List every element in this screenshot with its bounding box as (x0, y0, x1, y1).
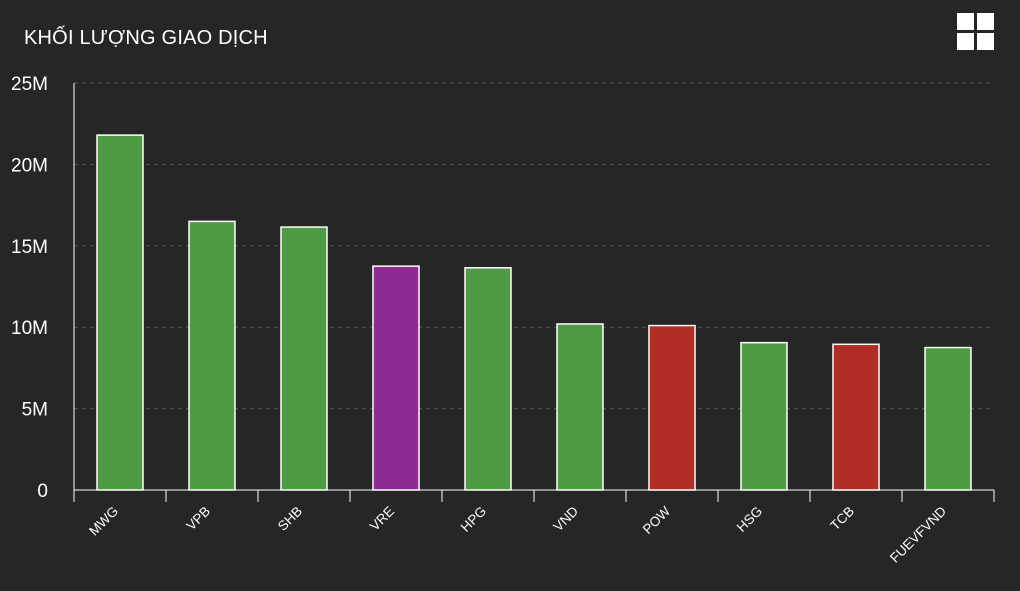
y-tick-label: 10M (11, 318, 48, 339)
x-tick-label: VRE (367, 504, 397, 534)
grid-menu-icon[interactable] (957, 13, 994, 50)
y-tick-label: 20M (11, 155, 48, 176)
bar-pow[interactable] (648, 324, 696, 491)
chart-title: KHỐI LƯỢNG GIAO DỊCH (24, 27, 268, 49)
grid-menu-icon-square (977, 33, 994, 50)
y-tick-label: 0 (37, 481, 48, 502)
bar-hsg[interactable] (740, 341, 788, 491)
bar-mwg[interactable] (96, 134, 144, 491)
bar-vnd[interactable] (556, 323, 604, 491)
x-tick-label: HPG (458, 504, 489, 535)
grid-menu-icon-square (977, 13, 994, 30)
x-tick-label: SHB (275, 504, 305, 534)
x-tick-label: VND (550, 503, 581, 534)
x-tick-label: VPB (183, 504, 213, 534)
bar-vpb[interactable] (188, 220, 236, 491)
y-tick-label: 25M (11, 74, 48, 95)
y-tick-label: 5M (22, 400, 48, 421)
x-tick-label: TCB (827, 504, 857, 534)
x-tick-label: FUEVFVND (887, 503, 949, 565)
y-tick-label: 15M (11, 237, 48, 258)
x-tick-label: HSG (734, 504, 765, 535)
bars (96, 134, 972, 491)
bar-vre[interactable] (372, 265, 420, 491)
grid-menu-icon-square (957, 13, 974, 30)
bar-tcb[interactable] (832, 343, 880, 491)
x-tick-label: POW (640, 503, 674, 537)
grid-menu-icon-square (957, 33, 974, 50)
bar-hpg[interactable] (464, 267, 512, 491)
bar-fuevfvnd[interactable] (924, 346, 972, 491)
bar-shb[interactable] (280, 226, 328, 491)
axes (73, 83, 995, 502)
x-tick-label: MWG (86, 504, 121, 539)
